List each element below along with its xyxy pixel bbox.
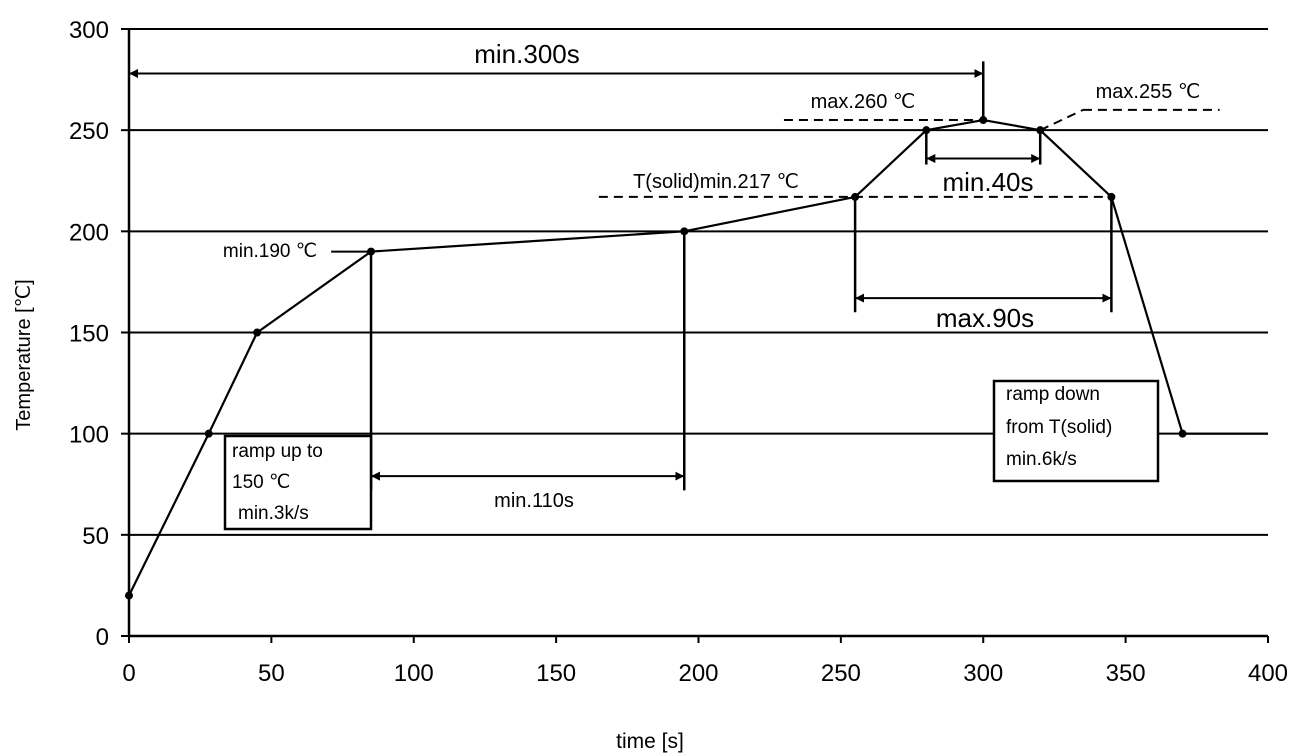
annotation-tsolid: T(solid)min.217 ℃: [633, 171, 799, 193]
x-tick-label-400: 400: [1248, 660, 1288, 687]
x-tick-label-350: 350: [1106, 660, 1146, 687]
tick-labels: 0 50 100 150 200 250 300 0 50 100 150 200 250 300 350 4…: [69, 17, 1288, 687]
profile-point-255s: [851, 192, 860, 201]
profile-point-0s: [125, 591, 133, 600]
x-tick-label-150: 150: [536, 660, 576, 687]
profile-point-28s: [204, 429, 213, 438]
profile-point-85s: [367, 247, 376, 256]
y-tick-label-0: 0: [96, 624, 109, 651]
profile-point-280s: [922, 126, 931, 135]
annotation-min110s: min.110s: [494, 490, 574, 512]
x-tick-label-300: 300: [963, 660, 1003, 687]
note-box-ramp-up-line1: ramp up to: [232, 441, 323, 462]
y-tick-label-50: 50: [82, 523, 109, 550]
note-box-ramp-down-line2: from T(solid): [1006, 417, 1112, 438]
profile-series: [125, 116, 1268, 600]
profile-point-195s: [680, 227, 689, 236]
annotation-min40s: min.40s: [942, 167, 1033, 197]
note-box-ramp-up: ramp up to 150 ℃ min.3k/s: [223, 434, 373, 531]
annotation-min300s: min.300s: [474, 39, 580, 69]
x-axis-label: time [s]: [616, 730, 684, 753]
x-tick-label-50: 50: [258, 660, 285, 687]
y-tick-label-200: 200: [69, 219, 109, 246]
annotation-max260: max.260 ℃: [811, 91, 916, 113]
profile-point-45s: [253, 328, 262, 337]
x-tick-label-200: 200: [678, 660, 718, 687]
annotation-max90s: max.90s: [936, 303, 1034, 333]
y-tick-label-300: 300: [69, 17, 109, 44]
profile-line: [128, 118, 1268, 597]
y-tick-label-150: 150: [69, 321, 109, 348]
annotation-min190: min.190 ℃: [223, 241, 317, 262]
profile-point-320s: [1036, 126, 1045, 135]
y-tick-label-250: 250: [69, 118, 109, 145]
y-axis-label: Temperature [℃]: [13, 279, 35, 430]
x-tick-label-250: 250: [821, 660, 861, 687]
note-box-ramp-down-line3: min.6k/s: [1006, 449, 1077, 470]
profile-point-370s: [1178, 429, 1187, 438]
note-box-ramp-down: ramp down from T(solid) min.6k/s: [992, 379, 1160, 483]
x-tick-label-100: 100: [394, 660, 434, 687]
profile-point-345s: [1107, 192, 1116, 201]
profile-point-300s: [979, 116, 988, 125]
y-tick-label-100: 100: [69, 422, 109, 449]
note-box-ramp-up-line3: min.3k/s: [238, 503, 309, 524]
dashed-max255-leader: [1039, 109, 1084, 132]
x-tick-label-0: 0: [122, 660, 135, 687]
gridlines: [129, 28, 1268, 536]
note-box-ramp-up-line2: 150 ℃: [232, 472, 290, 493]
note-box-ramp-down-line1: ramp down: [1006, 384, 1100, 405]
annotation-max255: max.255 ℃: [1096, 81, 1201, 103]
